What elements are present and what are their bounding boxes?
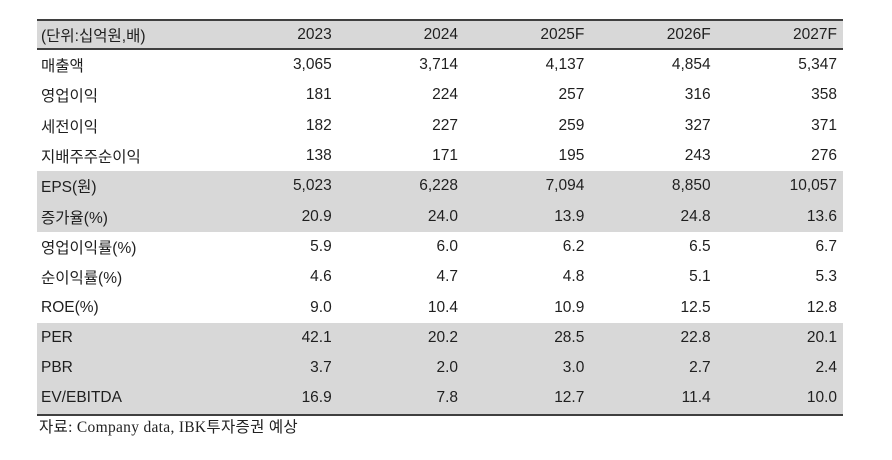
- cell-value: 24.0: [427, 207, 459, 225]
- column-header-2023: 2023: [297, 25, 332, 43]
- cell-value: 6.5: [689, 237, 711, 255]
- table-header-row: (단위:십억원,배) 2023 2024 2025F 2026F 2027F: [37, 20, 843, 49]
- cell-value: 327: [684, 116, 711, 134]
- row-label: 지배주주순이익: [41, 149, 141, 167]
- cell-value: 4.8: [562, 268, 585, 286]
- row-label: 순이익률(%): [41, 270, 123, 288]
- cell-value: 6.0: [436, 237, 459, 255]
- cell-value: 42.1: [301, 328, 332, 346]
- cell-value: 2.7: [689, 359, 711, 377]
- cell-value: 20.9: [301, 207, 332, 225]
- table-row: PER 42.1 20.2 28.5 22.8 20.1: [37, 322, 843, 353]
- cell-value: 227: [432, 116, 459, 134]
- table-row: 증가율(%) 20.9 24.0 13.9 24.8 13.6: [37, 201, 843, 232]
- row-label: PBR: [41, 359, 73, 377]
- cell-value: 6,228: [419, 177, 459, 195]
- row-label: EPS(원): [41, 179, 97, 197]
- column-header-2027f: 2027F: [793, 25, 837, 43]
- row-label: ROE(%): [41, 298, 99, 316]
- cell-value: 171: [432, 147, 459, 165]
- cell-value: 259: [558, 116, 585, 134]
- cell-value: 276: [811, 147, 837, 165]
- column-header-2024: 2024: [423, 25, 459, 43]
- table-row: 매출액 3,065 3,714 4,137 4,854 5,347: [37, 49, 843, 80]
- cell-value: 7,094: [545, 177, 585, 195]
- cell-value: 3.7: [310, 359, 332, 377]
- table-row: 지배주주순이익 138 171 195 243 276: [37, 141, 843, 171]
- cell-value: 4.6: [310, 268, 332, 286]
- row-label: 매출액: [41, 58, 84, 76]
- cell-value: 20.2: [427, 328, 459, 346]
- cell-value: 5,347: [798, 56, 837, 74]
- cell-value: 4,137: [545, 56, 585, 74]
- cell-value: 6.2: [562, 237, 585, 255]
- column-header-2025f: 2025F: [540, 25, 585, 43]
- cell-value: 13.9: [554, 207, 585, 225]
- cell-value: 5.3: [815, 268, 837, 286]
- cell-value: 3,065: [292, 56, 332, 74]
- cell-value: 182: [305, 116, 332, 134]
- cell-value: 6.7: [815, 237, 837, 255]
- cell-value: 28.5: [554, 328, 585, 346]
- financial-estimates-table: (단위:십억원,배) 2023 2024 2025F 2026F 2027F 매출액 3,…: [37, 19, 843, 416]
- cell-value: 12.5: [680, 298, 711, 316]
- financial-estimates-table-wrap: (단위:십억원,배) 2023 2024 2025F 2026F 2027F 매출액 3,…: [37, 19, 843, 416]
- cell-value: 13.6: [806, 207, 837, 225]
- cell-value: 12.8: [806, 298, 837, 316]
- table-row: EV/EBITDA 16.9 7.8 12.7 11.4 10.0: [37, 383, 843, 415]
- cell-value: 20.1: [806, 328, 837, 346]
- row-label: 세전이익: [41, 118, 99, 136]
- row-label: 증가율(%): [41, 209, 108, 227]
- cell-value: 138: [305, 147, 332, 165]
- cell-value: 2.0: [436, 359, 459, 377]
- row-label: 영업이익률(%): [41, 239, 137, 257]
- table-row: 세전이익 182 227 259 327 371: [37, 111, 843, 141]
- table-header: (단위:십억원,배) 2023 2024 2025F 2026F 2027F: [37, 20, 843, 49]
- cell-value: 371: [811, 116, 837, 134]
- cell-value: 5.1: [689, 268, 711, 286]
- cell-value: 22.8: [680, 328, 711, 346]
- cell-value: 257: [558, 86, 585, 104]
- cell-value: 11.4: [681, 389, 711, 407]
- table-row: PBR 3.7 2.0 3.0 2.7 2.4: [37, 352, 843, 384]
- cell-value: 2.4: [815, 359, 837, 377]
- cell-value: 4,854: [671, 56, 711, 74]
- table-row: 영업이익률(%) 5.9 6.0 6.2 6.5 6.7: [37, 232, 843, 262]
- cell-value: 16.9: [301, 389, 332, 407]
- cell-value: 3.0: [562, 359, 585, 377]
- table-row: 순이익률(%) 4.6 4.7 4.8 5.1 5.3: [37, 262, 843, 292]
- cell-value: 12.7: [554, 389, 585, 407]
- cell-value: 5.9: [310, 237, 332, 255]
- cell-value: 9.0: [310, 298, 332, 316]
- cell-value: 224: [432, 86, 459, 104]
- cell-value: 243: [684, 147, 711, 165]
- row-label: PER: [41, 328, 73, 346]
- cell-value: 7.8: [436, 389, 459, 407]
- cell-value: 8,850: [671, 177, 711, 195]
- cell-value: 10.9: [554, 298, 585, 316]
- source-note: 자료: Company data, IBK투자증권 예상: [39, 419, 298, 436]
- column-header-2026f: 2026F: [666, 25, 711, 43]
- row-label: 영업이익: [41, 88, 99, 106]
- cell-value: 5,023: [292, 177, 332, 195]
- cell-value: 10.0: [806, 389, 837, 407]
- unit-label: (단위:십억원,배): [41, 27, 146, 45]
- cell-value: 195: [558, 147, 585, 165]
- cell-value: 10.4: [427, 298, 459, 316]
- cell-value: 24.8: [680, 207, 711, 225]
- cell-value: 10,057: [789, 177, 837, 195]
- cell-value: 181: [305, 86, 332, 104]
- cell-value: 3,714: [419, 56, 459, 74]
- cell-value: 358: [811, 86, 837, 104]
- table-row: 영업이익 181 224 257 316 358: [37, 80, 843, 110]
- table-row: EPS(원) 5,023 6,228 7,094 8,850 10,057: [37, 171, 843, 202]
- table-row: ROE(%) 9.0 10.4 10.9 12.5 12.8: [37, 292, 843, 322]
- table-body: 매출액 3,065 3,714 4,137 4,854 5,347 영업이익 181 224 25…: [37, 49, 843, 415]
- cell-value: 4.7: [436, 268, 459, 286]
- cell-value: 316: [684, 86, 711, 104]
- row-label: EV/EBITDA: [41, 389, 122, 407]
